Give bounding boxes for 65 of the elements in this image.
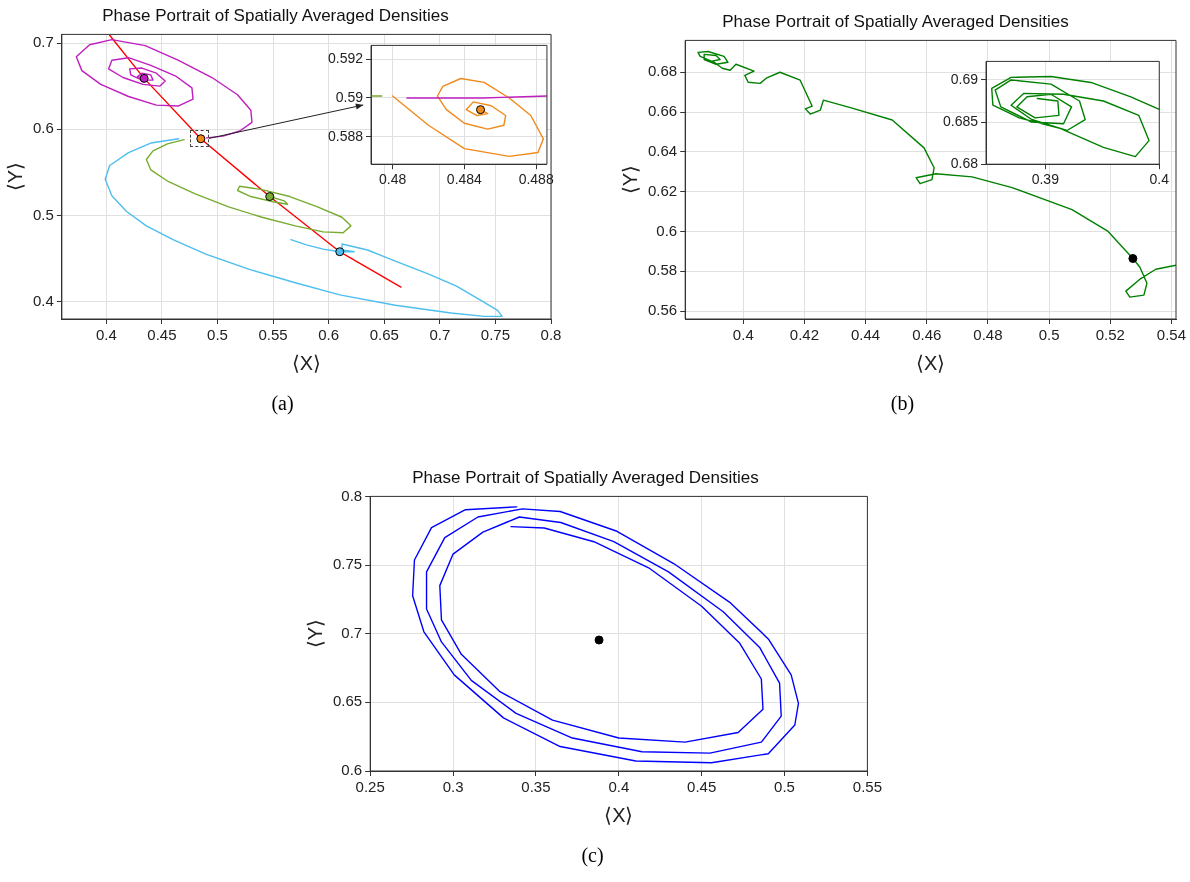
x-tick-label: 0.484	[446, 171, 483, 188]
x-tick-label: 0.488	[518, 171, 554, 188]
x-tick-label: 0.7	[429, 326, 451, 344]
x-tick-label: 0.5	[207, 326, 228, 344]
point	[335, 247, 345, 257]
point	[139, 73, 149, 83]
y-tick-label: 0.685	[942, 112, 979, 129]
x-tick-label: 0.52	[1095, 326, 1125, 344]
y-tick-label: 0.6	[656, 221, 678, 239]
chart-title: Phase Portrait of Spatially Averaged Densities	[412, 467, 759, 487]
y-tick-label: 0.75	[332, 555, 363, 573]
y-tick-label: 0.7	[32, 33, 54, 51]
x-tick-label: 0.35	[521, 778, 551, 796]
x-tick-label: 0.8	[540, 326, 562, 344]
x-tick-label: 0.39	[1031, 171, 1060, 188]
y-tick-label: 0.68	[950, 155, 979, 172]
x-tick-label: 0.5	[774, 778, 795, 796]
chart-title: Phase Portrait of Spatially Averaged Densities	[722, 11, 1069, 31]
y-tick-label: 0.59	[335, 88, 364, 105]
x-tick-label: 0.45	[147, 326, 177, 344]
x-tick-label: 0.4	[608, 778, 630, 796]
y-tick-label: 0.65	[332, 692, 363, 710]
y-axis-title: ⟨Y⟩	[618, 165, 641, 195]
x-tick-label: 0.4	[732, 326, 754, 344]
y-tick-label: 0.6	[32, 119, 54, 137]
x-axis-title: ⟨X⟩	[604, 803, 634, 826]
text: (b)	[889, 392, 916, 415]
x-tick-label: 0.48	[973, 326, 1003, 344]
y-tick-label: 0.5	[32, 205, 54, 223]
x-tick-label: 0.4	[95, 326, 117, 344]
y-tick-label: 0.8	[341, 486, 363, 504]
x-tick-label: 0.5	[1038, 326, 1060, 344]
y-tick-label: 0.64	[647, 141, 678, 159]
chart-title: Phase Portrait of Spatially Averaged Densities	[102, 5, 449, 25]
point	[265, 192, 275, 202]
y-tick-label: 0.58	[647, 261, 678, 279]
x-tick-label: 0.25	[355, 778, 385, 796]
y-tick-label: 0.588	[327, 127, 364, 144]
y-axis-title: ⟨Y⟩	[3, 162, 26, 192]
y-tick-label: 0.6	[341, 761, 363, 779]
x-axis-title: ⟨X⟩	[291, 351, 322, 374]
x-axis-title: ⟨X⟩	[915, 351, 946, 374]
x-tick-label: 0.55	[258, 326, 288, 344]
y-tick-label: 0.7	[341, 623, 363, 641]
x-tick-label: 0.55	[852, 778, 882, 796]
y-tick-label: 0.4	[32, 291, 54, 309]
x-tick-label: 0.54	[1156, 326, 1187, 344]
x-tick-label: 0.3	[442, 778, 464, 796]
y-axis-title: ⟨Y⟩	[303, 619, 326, 649]
y-tick-label: 0.68	[647, 62, 678, 80]
x-tick-label: 0.4	[1149, 171, 1170, 188]
x-tick-label: 0.75	[480, 326, 511, 344]
x-tick-label: 0.42	[789, 326, 820, 344]
y-tick-label: 0.62	[647, 181, 678, 199]
y-tick-label: 0.66	[647, 102, 678, 120]
y-tick-label: 0.592	[327, 49, 364, 66]
text: (a)	[270, 392, 295, 415]
x-tick-label: 0.44	[851, 326, 881, 344]
y-tick-label: 0.56	[647, 301, 678, 319]
x-tick-label: 0.65	[369, 326, 399, 344]
x-tick-label: 0.45	[687, 778, 717, 796]
x-tick-label: 0.48	[378, 171, 407, 188]
x-tick-label: 0.46	[912, 326, 942, 344]
text: (c)	[580, 844, 605, 867]
y-tick-label: 0.69	[950, 70, 979, 87]
